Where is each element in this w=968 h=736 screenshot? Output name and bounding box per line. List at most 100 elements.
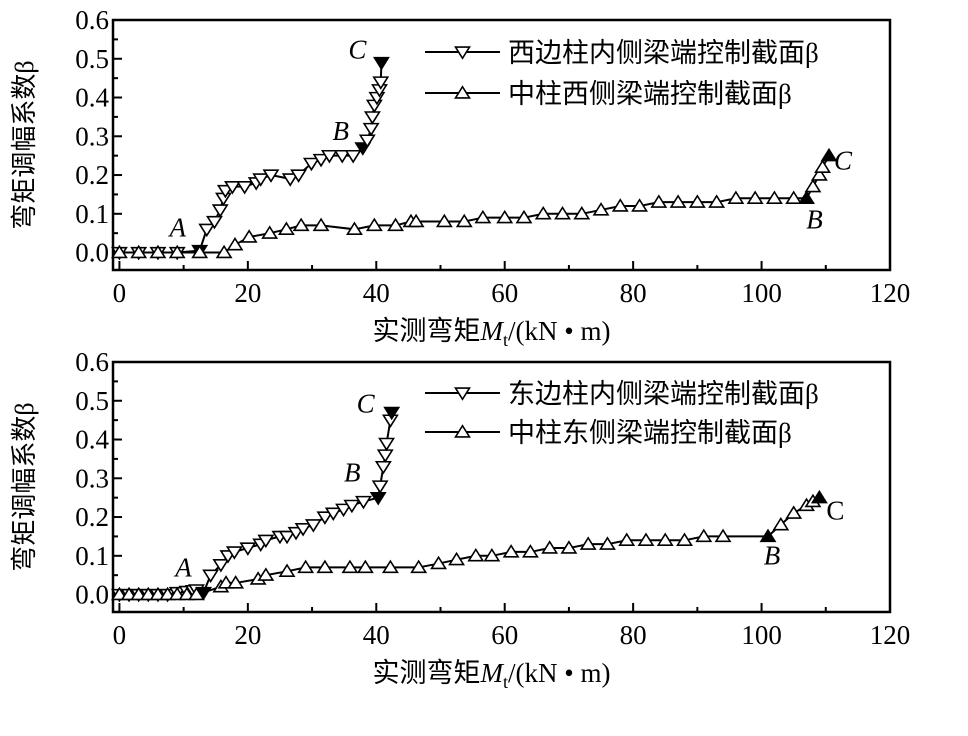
data-point: [252, 173, 270, 187]
data-point: [372, 56, 390, 71]
y-tick-label: 0.0: [75, 580, 109, 610]
x-axis-label-symbol: M: [480, 658, 505, 688]
data-point: [410, 559, 428, 574]
data-point: [714, 528, 732, 543]
point-annotation: C: [834, 146, 853, 176]
data-point: [669, 194, 687, 208]
x-axis-label: 实测弯矩Mt/(kN • m): [373, 316, 611, 350]
data-point: [592, 202, 610, 216]
plot-frame: [111, 18, 892, 272]
data-point: [278, 530, 296, 545]
data-point: [130, 244, 148, 259]
chart-panel-1: 0 20 40 60 80 100 120 0.0 0.1 0.2 0.3 0.4 0.5 0.6 弯矩调幅…: [10, 347, 910, 692]
data-point: [344, 149, 362, 164]
data-point: [316, 559, 334, 574]
data-point: [281, 173, 299, 187]
x-tick-label: 40: [363, 278, 390, 308]
data-point: [354, 495, 372, 510]
x-axis-label-unit: /(kN • m): [508, 658, 610, 688]
y-axis-label: 弯矩调幅系数β: [10, 402, 39, 571]
point-annotation: C: [348, 35, 367, 65]
data-point: [225, 546, 243, 560]
data-point: [277, 221, 295, 236]
data-point: [304, 519, 322, 533]
x-tick-label: 0: [113, 620, 127, 650]
data-point: [515, 209, 533, 224]
data-point: [369, 491, 387, 506]
data-point: [278, 563, 296, 578]
data-point: [560, 540, 578, 554]
data-point: [804, 178, 822, 193]
data-point: [333, 149, 351, 164]
chart-panel-0: 0 20 40 60 80 100 120 0.0 0.1 0.2 0.3 0.4 0.5 0.6 弯矩调幅…: [10, 5, 910, 350]
data-point: [372, 76, 390, 90]
y-tick-label: 0.1: [75, 199, 109, 229]
data-point: [381, 559, 399, 574]
data-point: [785, 190, 803, 204]
x-axis-label-subscript: t: [503, 672, 508, 692]
legend-label: 东边柱内侧梁端控制截面β: [508, 379, 819, 409]
data-point: [302, 157, 320, 172]
data-point: [534, 205, 552, 220]
data-point: [785, 505, 803, 519]
data-point: [149, 244, 167, 259]
data-point: [448, 551, 465, 566]
series-1: 中柱西侧梁端控制截面β: [110, 79, 838, 259]
y-tick-label: 0.3: [75, 121, 109, 151]
y-tick-label: 0.5: [75, 44, 109, 74]
x-tick-label: 20: [234, 620, 261, 650]
y-tick-label: 0.5: [75, 386, 109, 416]
data-point: [312, 153, 330, 168]
data-point: [554, 205, 571, 220]
x-tick-label: 80: [620, 620, 647, 650]
data-point: [374, 460, 392, 475]
y-tick-label: 0.3: [75, 463, 109, 493]
data-point: [708, 194, 726, 208]
x-tick-label: 20: [234, 278, 261, 308]
data-point: [239, 542, 257, 556]
data-point: [376, 449, 394, 463]
data-point: [521, 544, 539, 558]
data-point: [435, 213, 453, 228]
data-point: [320, 149, 338, 164]
data-point: [656, 532, 674, 546]
series-0: 东边柱内侧梁端控制截面β: [110, 379, 819, 603]
data-point: [579, 536, 597, 550]
data-point: [820, 147, 838, 162]
data-point: [810, 167, 828, 181]
x-tick-label: 40: [363, 620, 390, 650]
legend-marker: [454, 85, 471, 99]
data-point: [496, 209, 514, 224]
data-point: [312, 217, 330, 232]
data-point: [483, 547, 501, 562]
data-point: [212, 559, 230, 573]
data-point: [599, 536, 616, 550]
legend-marker: [454, 424, 471, 438]
y-tick-label: 0.2: [75, 502, 109, 532]
data-point: [363, 111, 381, 125]
point-annotation: C: [826, 496, 844, 526]
data-point: [316, 511, 334, 525]
data-point: [798, 190, 815, 204]
x-tick-label: 80: [620, 278, 647, 308]
data-point: [358, 134, 376, 148]
data-point: [226, 236, 244, 251]
data-point: [262, 169, 280, 183]
data-point: [474, 209, 492, 224]
data-point: [191, 244, 209, 259]
data-point: [343, 499, 361, 514]
data-point: [261, 225, 279, 239]
y-tick-label: 0.6: [75, 347, 109, 377]
data-point: [695, 528, 713, 543]
data-point: [215, 244, 233, 259]
legend-label: 西边柱内侧梁端控制截面β: [508, 38, 819, 68]
series-0: 西边柱内侧梁端控制截面β: [110, 38, 819, 261]
x-tick-label: 0: [113, 278, 127, 308]
data-point: [759, 528, 777, 543]
data-point: [211, 204, 229, 218]
data-point: [407, 213, 425, 228]
data-point: [746, 190, 764, 204]
x-axis-label-text: 实测弯矩: [373, 316, 481, 346]
data-point: [467, 547, 485, 562]
data-point: [365, 217, 383, 232]
